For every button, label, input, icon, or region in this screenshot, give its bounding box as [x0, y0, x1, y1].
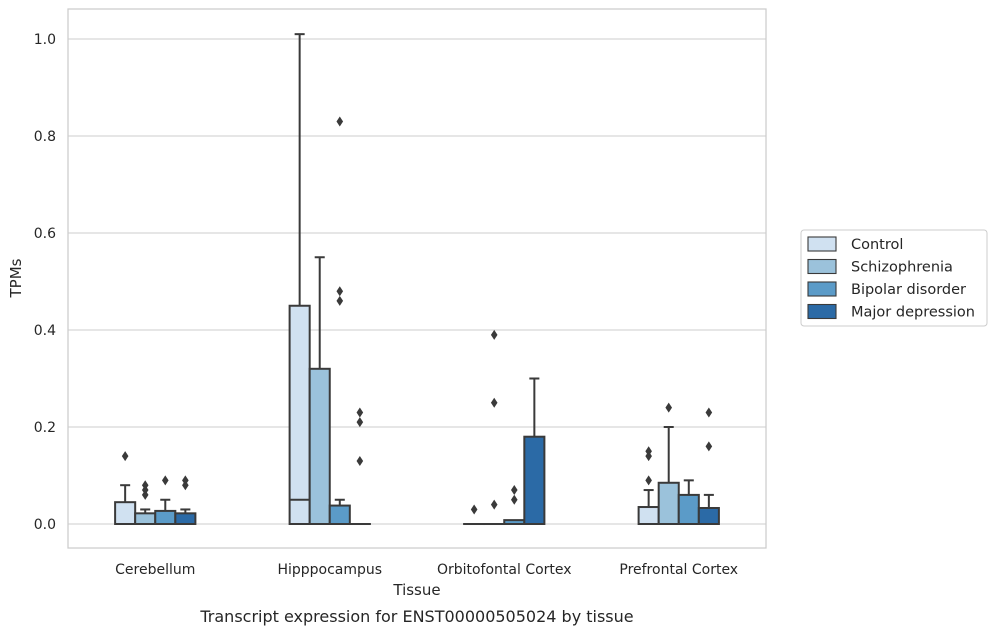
- y-tick-label: 0.8: [34, 129, 56, 145]
- y-axis-label: TPMs: [7, 258, 25, 298]
- legend-swatch: [807, 236, 837, 252]
- box: [308, 367, 331, 525]
- box: [677, 493, 700, 525]
- outlier-point: [336, 116, 344, 127]
- outlier-point: [510, 494, 518, 505]
- outlier-point: [356, 407, 364, 418]
- x-tick-label: Prefrontal Cortex: [619, 562, 738, 578]
- outlier-point: [665, 402, 673, 413]
- outlier-point: [161, 475, 169, 486]
- y-tick-label: 0.0: [34, 517, 56, 533]
- outlier-point: [470, 504, 478, 515]
- series-major-depression: [174, 377, 720, 526]
- series-schizophrenia: [134, 256, 680, 526]
- legend-label: Major depression: [851, 305, 975, 321]
- box: [154, 509, 177, 525]
- outlier-point: [645, 475, 652, 486]
- outlier-point: [510, 485, 518, 496]
- outlier-point: [356, 417, 364, 428]
- x-tick-label: Orbitofontal Cortex: [437, 562, 572, 578]
- outlier-point: [141, 480, 149, 491]
- y-tick-label: 0.6: [34, 226, 56, 242]
- legend-label: Bipolar disorder: [851, 282, 966, 298]
- outlier-point: [182, 475, 189, 486]
- box: [114, 501, 137, 525]
- y-tick-label: 1.0: [34, 32, 56, 48]
- outlier-point: [705, 441, 713, 452]
- legend-swatch: [807, 303, 837, 320]
- plot-area: [67, 8, 767, 549]
- y-tick-label: 0.4: [34, 323, 56, 339]
- outlier-point: [490, 499, 498, 510]
- x-tick-labels: Cerebellum Hipppocampus Orbitofontal Corte…: [115, 562, 738, 578]
- legend-frame: [800, 229, 988, 327]
- box: [328, 504, 351, 526]
- legend-swatch: [807, 281, 837, 297]
- box: [174, 512, 197, 526]
- legend: Control Schizophrenia Bipolar disorder Majo…: [800, 229, 988, 327]
- outlier-point: [490, 329, 498, 340]
- outlier-point: [705, 407, 713, 418]
- box: [134, 512, 157, 526]
- box: [697, 506, 720, 525]
- box: [657, 481, 680, 525]
- outlier-point: [490, 397, 498, 408]
- legend-label: Schizophrenia: [851, 260, 953, 276]
- x-tick-label: Hipppocampus: [277, 562, 382, 578]
- chart-caption: Transcript expression for ENST0000050502…: [199, 607, 633, 626]
- x-tick-label: Cerebellum: [115, 562, 195, 578]
- outlier-point: [121, 451, 129, 462]
- legend-swatch: [807, 258, 837, 275]
- box: [523, 435, 546, 526]
- series-bipolar-disorder: [154, 116, 700, 526]
- box-series: [114, 33, 720, 526]
- box: [637, 506, 660, 525]
- y-tick-labels: 0.0 0.2 0.4 0.6 0.8 1.0: [34, 32, 56, 533]
- outlier-point: [645, 446, 652, 457]
- x-axis-label: Tissue: [392, 581, 440, 599]
- outlier-point: [336, 286, 344, 297]
- legend-label: Control: [851, 237, 903, 253]
- outlier-point: [336, 295, 344, 306]
- y-tick-label: 0.2: [34, 420, 56, 436]
- box: [288, 304, 311, 525]
- series-control: [114, 33, 660, 526]
- outlier-point: [356, 455, 364, 466]
